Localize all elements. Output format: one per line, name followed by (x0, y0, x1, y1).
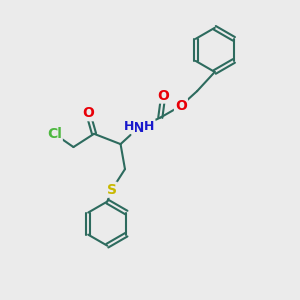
Text: S: S (107, 183, 117, 197)
Text: N: N (132, 121, 144, 135)
Text: O: O (157, 88, 169, 103)
Text: O: O (82, 106, 94, 120)
Text: O: O (175, 99, 187, 113)
Text: Cl: Cl (47, 127, 62, 141)
Text: H: H (124, 120, 134, 133)
Text: H: H (144, 120, 154, 133)
